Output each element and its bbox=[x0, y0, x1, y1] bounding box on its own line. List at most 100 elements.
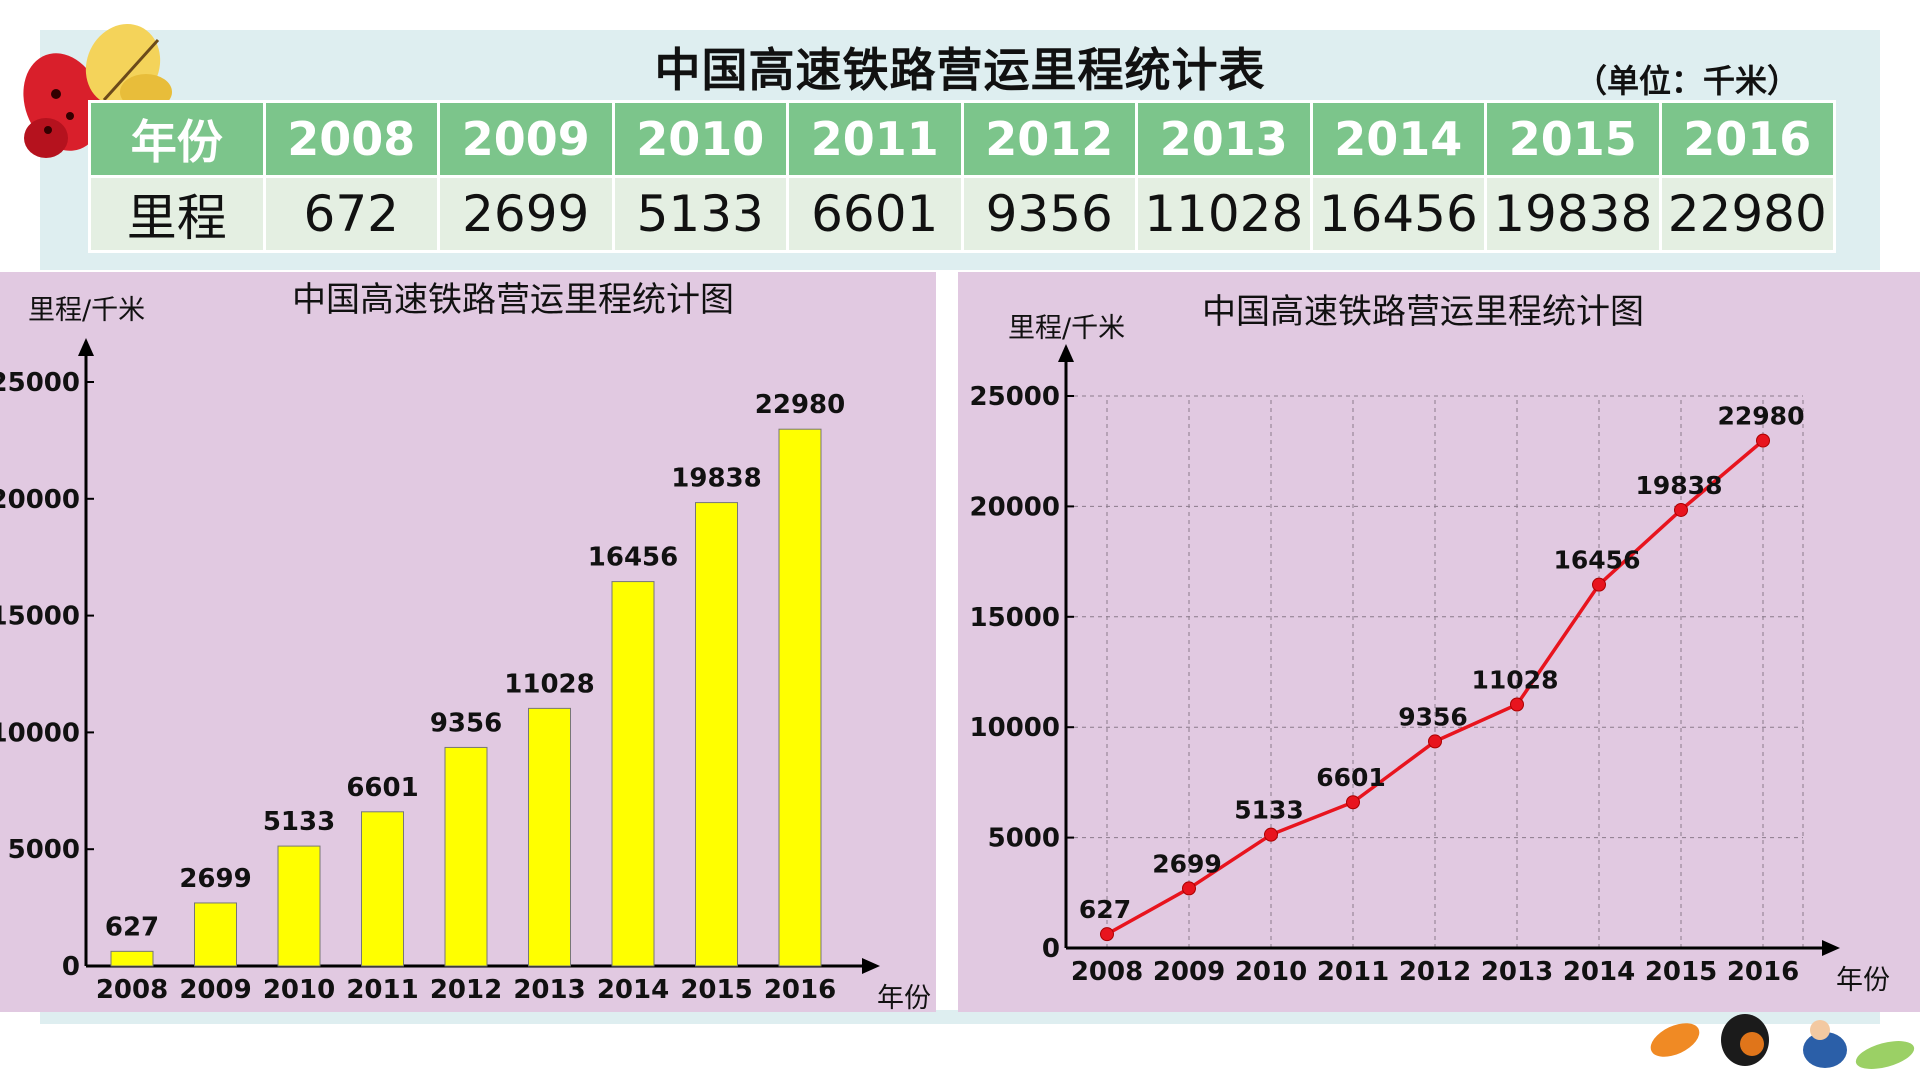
x-tick-label: 2009 bbox=[1153, 957, 1225, 987]
x-tick-label: 2010 bbox=[1235, 957, 1307, 987]
point-value-label: 2699 bbox=[1152, 849, 1222, 878]
y-tick-label: 25000 bbox=[970, 382, 1060, 412]
value-cell: 16456 bbox=[1309, 175, 1487, 253]
y-tick-label: 25000 bbox=[0, 368, 80, 398]
data-point bbox=[1346, 795, 1360, 810]
bar-value-label: 16456 bbox=[588, 543, 678, 573]
bar bbox=[110, 950, 154, 967]
point-value-label: 19838 bbox=[1636, 471, 1723, 500]
bar-value-label: 2699 bbox=[179, 864, 251, 894]
y-tick-label: 0 bbox=[62, 952, 80, 982]
value-cell: 9356 bbox=[960, 175, 1138, 253]
point-value-label: 16456 bbox=[1554, 546, 1641, 575]
x-tick-label: 2012 bbox=[430, 975, 502, 1005]
x-tick-label: 2016 bbox=[1727, 957, 1799, 987]
bar bbox=[611, 581, 655, 967]
y-axis-arrow bbox=[1058, 344, 1074, 362]
bottom-strip bbox=[40, 1010, 1880, 1024]
bar-chart-xlabel: 年份 bbox=[877, 983, 931, 1014]
year-cell: 2016 bbox=[1658, 100, 1836, 178]
table-header-row: 年份 2008 2009 2010 2011 2012 2013 2014 20… bbox=[88, 100, 1836, 178]
bar bbox=[277, 845, 321, 967]
y-tick-label: 5000 bbox=[8, 835, 80, 865]
year-cell: 2015 bbox=[1484, 100, 1662, 178]
x-axis-arrow bbox=[862, 958, 880, 974]
x-tick-label: 2008 bbox=[96, 975, 168, 1005]
point-value-label: 9356 bbox=[1398, 702, 1468, 731]
y-axis-arrow bbox=[78, 338, 94, 356]
x-tick-label: 2014 bbox=[597, 975, 669, 1005]
bar bbox=[361, 811, 404, 967]
year-cell: 2010 bbox=[611, 100, 789, 178]
data-point bbox=[1100, 927, 1114, 942]
x-tick-label: 2011 bbox=[1317, 957, 1389, 987]
bar-value-label: 11028 bbox=[504, 669, 594, 699]
data-point bbox=[1592, 577, 1606, 592]
x-tick-label: 2008 bbox=[1071, 957, 1143, 987]
bar-value-label: 5133 bbox=[263, 807, 335, 837]
data-point bbox=[1510, 697, 1524, 712]
x-tick-label: 2009 bbox=[179, 975, 251, 1005]
bar-value-label: 19838 bbox=[671, 464, 761, 494]
bar-value-label: 6601 bbox=[346, 773, 418, 803]
x-tick-label: 2010 bbox=[263, 975, 335, 1005]
point-value-label: 5133 bbox=[1234, 796, 1304, 825]
butterfly-icon bbox=[1650, 1014, 1915, 1069]
y-tick-label: 15000 bbox=[970, 603, 1060, 633]
point-value-label: 22980 bbox=[1718, 402, 1805, 431]
line-chart-panel: 中国高速铁路营运里程统计图 里程/千米 年份 0 5000 10000 15000 20… bbox=[958, 272, 1920, 1012]
data-point bbox=[1756, 433, 1770, 448]
point-value-label: 627 bbox=[1079, 895, 1131, 924]
y-tick-label: 15000 bbox=[0, 602, 80, 632]
data-point bbox=[1674, 502, 1688, 517]
bar-chart-panel: 中国高速铁路营运里程统计图 里程/千米 年份 0 5000 10000 15000 20… bbox=[0, 272, 936, 1014]
bar-chart-title: 中国高速铁路营运里程统计图 bbox=[292, 280, 734, 320]
row-label: 里程 bbox=[88, 175, 266, 253]
header-label: 年份 bbox=[88, 100, 266, 178]
y-tick-label: 10000 bbox=[0, 718, 80, 748]
x-axis-arrow bbox=[1822, 940, 1840, 956]
line-chart-title: 中国高速铁路营运里程统计图 bbox=[1202, 292, 1644, 332]
butterfly-icon bbox=[23, 24, 172, 158]
bar-value-label: 22980 bbox=[755, 390, 845, 420]
y-tick-label: 10000 bbox=[970, 713, 1060, 743]
value-cell: 2699 bbox=[437, 175, 615, 253]
bar bbox=[444, 746, 488, 967]
bar-value-label: 627 bbox=[105, 912, 159, 942]
point-value-label: 11028 bbox=[1472, 666, 1559, 695]
year-cell: 2011 bbox=[786, 100, 964, 178]
y-tick-label: 5000 bbox=[988, 824, 1060, 854]
line-chart: 0 5000 10000 15000 20000 25000 627 2008 2699 2009… bbox=[970, 344, 1840, 987]
bar bbox=[528, 707, 571, 967]
table-value-row: 里程 672 2699 5133 6601 9356 11028 16456 1… bbox=[88, 175, 1836, 253]
year-cell: 2013 bbox=[1135, 100, 1313, 178]
y-tick-label: 0 bbox=[1042, 934, 1060, 964]
value-cell: 22980 bbox=[1658, 175, 1836, 253]
x-tick-label: 2013 bbox=[513, 975, 585, 1005]
x-tick-label: 2014 bbox=[1563, 957, 1635, 987]
data-point bbox=[1428, 734, 1442, 749]
value-cell: 5133 bbox=[611, 175, 789, 253]
value-cell: 11028 bbox=[1135, 175, 1313, 253]
value-cell: 672 bbox=[262, 175, 440, 253]
unit-label: （单位：千米） bbox=[1575, 62, 1800, 100]
bar-chart-ylabel: 里程/千米 bbox=[28, 295, 146, 326]
x-tick-label: 2011 bbox=[346, 975, 418, 1005]
bar bbox=[194, 902, 237, 967]
bar bbox=[778, 428, 822, 967]
value-cell: 6601 bbox=[786, 175, 964, 253]
table-title: 中国高速铁路营运里程统计表 bbox=[654, 43, 1266, 97]
y-tick-label: 20000 bbox=[970, 492, 1060, 522]
year-cell: 2009 bbox=[437, 100, 615, 178]
y-tick-label: 20000 bbox=[0, 485, 80, 515]
x-tick-label: 2015 bbox=[1645, 957, 1717, 987]
data-point bbox=[1182, 881, 1196, 896]
data-point bbox=[1264, 827, 1278, 842]
bar bbox=[695, 502, 738, 967]
x-tick-label: 2015 bbox=[680, 975, 752, 1005]
line-chart-xlabel: 年份 bbox=[1836, 965, 1890, 996]
bar-chart: 0 5000 10000 15000 20000 25000 627 2008 2699 2009… bbox=[0, 338, 880, 1005]
x-tick-label: 2013 bbox=[1481, 957, 1553, 987]
year-cell: 2008 bbox=[262, 100, 440, 178]
year-cell: 2012 bbox=[960, 100, 1138, 178]
